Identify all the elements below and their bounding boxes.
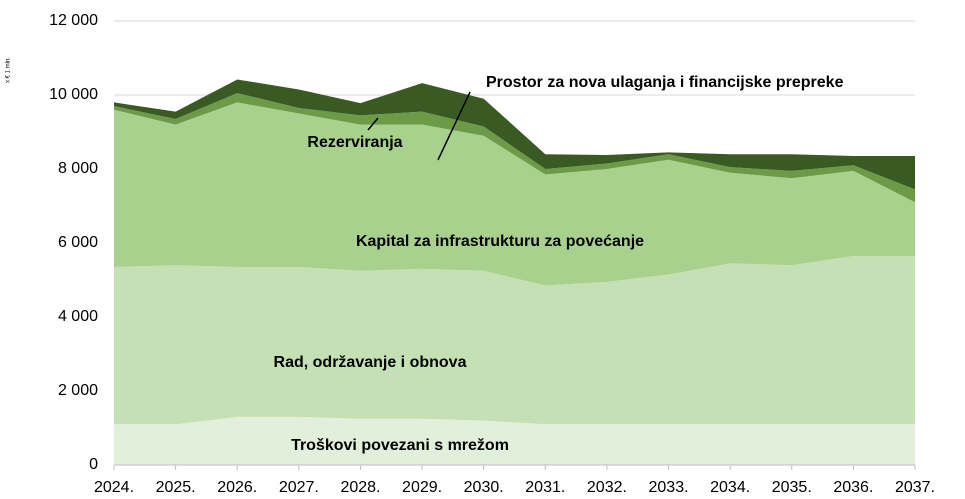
y-tick-label: 8 000 [58, 160, 98, 177]
x-tick-label: 2037. [895, 479, 935, 496]
area [114, 79, 915, 190]
area [114, 416, 915, 465]
y-tick-label: 2 000 [58, 382, 98, 399]
x-tick-label: 2025. [156, 479, 196, 496]
y-tick-label: 6 000 [58, 234, 98, 251]
x-tick-label: 2026. [217, 479, 257, 496]
x-tick-label: 2033. [649, 479, 689, 496]
x-tick-label: 2028. [340, 479, 380, 496]
series-label: Troškovi povezani s mrežom [291, 437, 509, 454]
y-tick-label: 0 [89, 456, 98, 473]
x-tick-label: 2029. [402, 479, 442, 496]
x-tick-label: 2032. [587, 479, 627, 496]
series-label: Prostor za nova ulaganja i financijske p… [486, 74, 844, 91]
series-label: Kapital za infrastrukturu za povećanje [356, 233, 644, 250]
area [114, 255, 915, 425]
area [114, 93, 915, 203]
series-label: Rad, održavanje i obnova [274, 354, 467, 371]
annotation-arrow [437, 91, 471, 161]
area [114, 102, 915, 286]
y-tick-label: 4 000 [58, 308, 98, 325]
x-tick-label: 2036. [833, 479, 873, 496]
series-label: Rezerviranja [307, 134, 402, 151]
x-tick-label: 2031. [525, 479, 565, 496]
y-tick-label: 12 000 [49, 12, 98, 29]
annotation-arrow [367, 117, 379, 131]
x-tick-label: 2027. [279, 479, 319, 496]
x-tick-label: 2024. [94, 479, 134, 496]
y-tick-label: 10 000 [49, 86, 98, 103]
x-tick-label: 2035. [772, 479, 812, 496]
x-tick-label: 2030. [464, 479, 504, 496]
y-axis-label: x € 1 mln. [6, 57, 12, 83]
x-tick-label: 2034. [710, 479, 750, 496]
